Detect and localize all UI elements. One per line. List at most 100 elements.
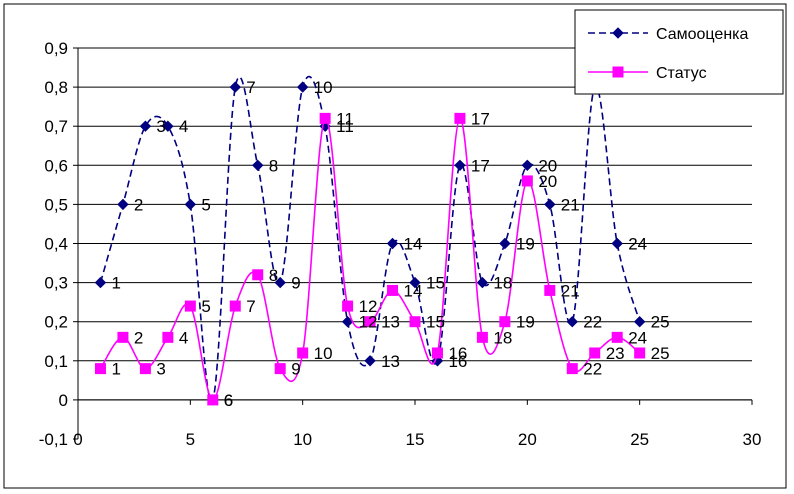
axes xyxy=(73,47,753,440)
tick-label-y: 0,3 xyxy=(44,274,68,293)
legend-label-samoocenka: Самооценка xyxy=(656,26,749,43)
marker-square xyxy=(431,347,443,359)
marker-square xyxy=(342,300,354,312)
marker-square xyxy=(297,347,309,359)
marker-square xyxy=(207,394,219,406)
data-label: 24 xyxy=(628,235,647,254)
marker-diamond xyxy=(117,198,129,211)
tick-labels: -0,100,10,20,30,40,50,60,70,80,90 5 10 15 20… xyxy=(39,39,762,449)
marker-diamond xyxy=(364,355,376,367)
marker-square xyxy=(364,316,376,328)
data-label: 8 xyxy=(269,266,278,285)
tick-label-x: 20 xyxy=(518,430,537,449)
marker-diamond xyxy=(296,81,309,93)
data-label: 14 xyxy=(404,235,423,254)
marker-diamond xyxy=(566,315,578,328)
marker-diamond xyxy=(409,276,421,289)
data-label: 15 xyxy=(426,313,445,332)
data-label: 20 xyxy=(538,172,557,191)
marker-square xyxy=(611,331,623,343)
data-label: 16 xyxy=(448,344,467,363)
tick-label-y: 0,6 xyxy=(44,156,68,175)
data-label: 21 xyxy=(561,281,580,300)
data-label: 1 xyxy=(111,274,120,293)
marker-square xyxy=(229,300,241,312)
marker-diamond xyxy=(611,237,623,250)
tick-label-y: 0 xyxy=(59,391,68,410)
legend-marker-status xyxy=(612,66,624,78)
data-label: 19 xyxy=(516,235,535,254)
marker-square xyxy=(499,316,511,328)
data-label: 3 xyxy=(156,360,165,379)
marker-diamond xyxy=(544,198,556,211)
marker-diamond xyxy=(454,159,466,172)
data-label: 22 xyxy=(583,360,602,379)
data-label: 8 xyxy=(269,156,278,175)
data-label: 19 xyxy=(516,313,535,332)
marker-square xyxy=(409,316,421,328)
marker-square xyxy=(387,284,399,296)
data-labels: 1234567891011121314151617181920212223242… xyxy=(111,78,669,410)
marker-diamond xyxy=(252,159,264,172)
legend-label-status: Статус xyxy=(656,65,707,82)
data-label: 11 xyxy=(336,109,354,128)
marker-diamond xyxy=(633,315,646,328)
data-label: 23 xyxy=(606,344,625,363)
series-line-0 xyxy=(99,75,641,403)
tick-label-y: 0,7 xyxy=(44,117,68,136)
marker-square xyxy=(117,331,129,343)
data-label: 5 xyxy=(201,297,210,316)
tick-label-y: 0,8 xyxy=(44,78,68,97)
data-label: 17 xyxy=(471,109,490,128)
data-label: 25 xyxy=(651,344,670,363)
marker-square xyxy=(252,269,264,281)
data-label: 1 xyxy=(111,360,120,379)
marker-diamond xyxy=(499,237,511,250)
tick-label-x: 15 xyxy=(406,430,425,449)
marker-square xyxy=(274,363,286,375)
data-label: 17 xyxy=(471,156,490,175)
marker-square xyxy=(544,284,556,296)
tick-label-x: 5 xyxy=(186,430,195,449)
data-label: 20 xyxy=(538,156,557,175)
tick-label-x: 0 xyxy=(73,430,82,449)
tick-label-x: 10 xyxy=(293,430,312,449)
legend: Самооценка Статус xyxy=(574,9,784,95)
tick-label-y: 0,9 xyxy=(44,39,68,58)
tick-label-y: 0,5 xyxy=(44,195,68,214)
data-label: 2 xyxy=(134,195,143,214)
data-label: 18 xyxy=(493,274,512,293)
data-label: 22 xyxy=(583,313,602,332)
data-label: 11 xyxy=(336,117,354,136)
data-label: 10 xyxy=(314,78,333,97)
marker-square xyxy=(184,300,196,312)
marker-square xyxy=(566,363,578,375)
marker-diamond xyxy=(476,276,489,289)
data-label: 15 xyxy=(426,274,445,293)
tick-label-x: 25 xyxy=(630,430,649,449)
tick-label-y: 0,1 xyxy=(44,352,68,371)
series-layer xyxy=(94,75,646,406)
data-label: 25 xyxy=(651,313,670,332)
marker-square xyxy=(634,347,646,359)
marker-square xyxy=(139,363,151,375)
data-label: 18 xyxy=(493,328,512,347)
tick-label-y: 0,2 xyxy=(44,313,68,332)
marker-square xyxy=(319,112,331,124)
series-line-1 xyxy=(99,117,641,401)
data-label: 3 xyxy=(156,117,165,136)
marker-diamond xyxy=(229,81,241,93)
data-label: 10 xyxy=(314,344,333,363)
marker-square xyxy=(94,363,106,375)
data-label: 7 xyxy=(246,78,255,97)
marker-diamond xyxy=(139,120,152,132)
marker-square xyxy=(521,175,533,187)
marker-diamond xyxy=(274,276,286,289)
data-label: 6 xyxy=(224,391,233,410)
data-label: 21 xyxy=(561,195,580,214)
data-label: 9 xyxy=(291,360,300,379)
data-label: 6 xyxy=(224,391,233,410)
data-label: 12 xyxy=(359,313,378,332)
data-label: 13 xyxy=(381,313,400,332)
marker-square xyxy=(476,331,488,343)
